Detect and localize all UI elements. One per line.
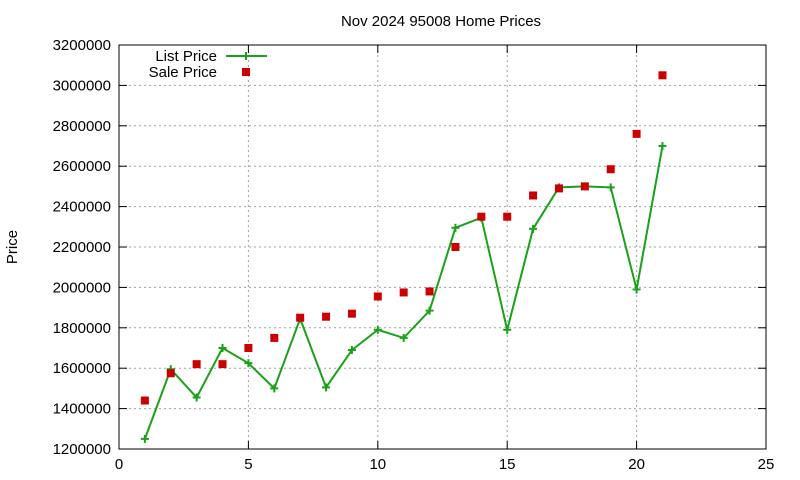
data-point <box>606 183 615 192</box>
data-point <box>503 325 512 334</box>
y-tick-label: 1400000 <box>53 401 111 418</box>
data-point <box>529 224 538 233</box>
data-point <box>425 287 434 296</box>
chart-title: Nov 2024 95008 Home Prices <box>341 13 541 30</box>
data-point <box>451 223 460 232</box>
y-axis-label: Price <box>4 230 21 264</box>
legend-label: List Price <box>155 48 217 65</box>
data-point <box>425 306 434 315</box>
y-tick-label: 1200000 <box>53 441 111 458</box>
data-point <box>373 325 382 334</box>
data-point <box>399 333 408 342</box>
data-point <box>373 292 382 301</box>
data-point <box>606 165 615 174</box>
grid <box>119 45 766 449</box>
legend-label: Sale Price <box>149 64 217 81</box>
data-point <box>632 285 641 294</box>
x-tick-label: 5 <box>244 456 252 473</box>
data-point <box>658 142 667 150</box>
data-point <box>347 309 356 318</box>
data-point <box>529 191 538 200</box>
data-point <box>580 182 589 191</box>
y-tick-label: 2400000 <box>53 199 111 216</box>
axes: 1200000 1400000 1600000 1800000 2000000 22000… <box>53 37 775 473</box>
y-tick-label: 3000000 <box>53 77 111 94</box>
x-tick-label: 25 <box>758 456 775 473</box>
data-point <box>322 312 331 321</box>
data-point <box>270 333 279 342</box>
data-point <box>244 359 253 368</box>
y-tick-label: 2600000 <box>53 158 111 175</box>
x-tick-label: 10 <box>369 456 386 473</box>
data-point <box>192 393 201 402</box>
plot-area <box>140 71 667 443</box>
data-point <box>140 434 149 443</box>
data-point <box>322 383 331 392</box>
legend-marker <box>242 68 250 76</box>
y-tick-label: 2000000 <box>53 279 111 296</box>
data-point <box>296 313 305 322</box>
data-point <box>140 396 149 405</box>
legend-marker <box>242 52 250 60</box>
data-point <box>399 288 408 297</box>
y-tick-label: 3200000 <box>53 37 111 54</box>
plot-border <box>118 44 767 450</box>
x-tick-label: 0 <box>115 456 123 473</box>
series-sale-price <box>140 71 667 405</box>
data-point <box>244 344 253 352</box>
data-point <box>451 243 460 251</box>
y-tick-label: 1600000 <box>53 360 111 377</box>
x-tick-label: 20 <box>628 456 645 473</box>
data-point <box>166 369 175 378</box>
y-tick-label: 2200000 <box>53 239 111 256</box>
data-point <box>347 346 356 355</box>
y-tick-label: 2800000 <box>53 118 111 135</box>
data-point <box>477 212 486 221</box>
y-tick-label: 1800000 <box>53 320 111 337</box>
data-point <box>192 360 201 369</box>
data-point <box>658 71 667 80</box>
data-point <box>554 184 563 193</box>
data-point <box>218 344 227 352</box>
data-point <box>270 384 279 393</box>
data-point <box>503 212 512 221</box>
x-tick-label: 15 <box>499 456 516 473</box>
data-point <box>632 129 641 138</box>
data-point <box>218 360 227 369</box>
